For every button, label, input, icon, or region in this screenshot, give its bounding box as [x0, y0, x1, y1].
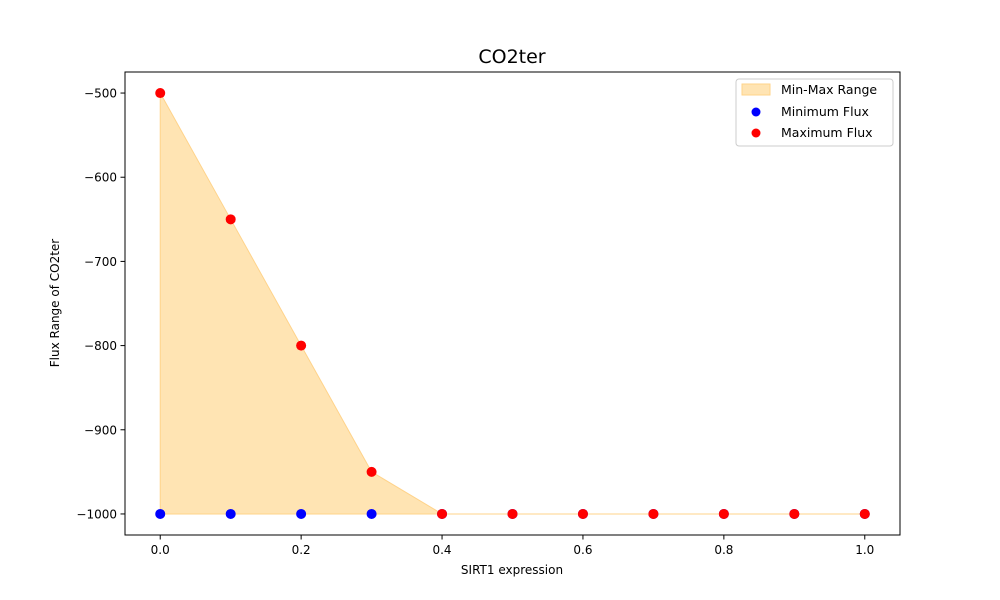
x-tick-label: 0.0: [151, 543, 170, 557]
legend-marker-minimum-flux: [751, 107, 761, 117]
data-points: [155, 88, 870, 519]
plot-frame: [124, 71, 901, 536]
y-tick-label: −700: [84, 255, 117, 269]
point-minimum-flux: [366, 508, 377, 519]
y-tick-label: −1000: [76, 507, 117, 521]
legend-swatch-min-max-range: [741, 83, 771, 96]
x-axis-label: SIRT1 expression: [461, 563, 563, 577]
point-maximum-flux: [789, 508, 800, 519]
point-minimum-flux: [296, 508, 307, 519]
legend-marker-maximum-flux: [751, 128, 761, 138]
point-maximum-flux: [859, 508, 870, 519]
point-minimum-flux: [225, 508, 236, 519]
x-tick-label: 0.4: [432, 543, 451, 557]
x-tick-label: 0.8: [714, 543, 733, 557]
x-tick-label: 0.2: [292, 543, 311, 557]
legend-label-min-max-range: Min-Max Range: [781, 82, 877, 97]
point-maximum-flux: [718, 508, 729, 519]
y-axis: −500 −600 −700 −800 −900 −1000: [76, 87, 125, 521]
legend-label-maximum-flux: Maximum Flux: [781, 125, 873, 140]
y-tick-label: −800: [84, 339, 117, 353]
y-tick-label: −600: [84, 171, 117, 185]
min-max-range-fill: [159, 91, 865, 515]
point-maximum-flux: [577, 508, 588, 519]
legend-box: [735, 78, 894, 147]
x-tick-label: 0.6: [573, 543, 592, 557]
min-max-range-area: [159, 91, 865, 515]
y-tick-label: −900: [84, 423, 117, 437]
point-maximum-flux: [296, 340, 307, 351]
y-axis-label: Flux Range of CO2ter: [48, 239, 62, 368]
chart-title: CO2ter: [478, 46, 545, 68]
point-maximum-flux: [507, 508, 518, 519]
legend: Min-Max Range Minimum Flux Maximum Flux: [735, 78, 894, 147]
y-tick-label: −500: [84, 87, 117, 101]
point-maximum-flux: [648, 508, 659, 519]
point-maximum-flux: [437, 508, 448, 519]
point-maximum-flux: [225, 214, 236, 225]
point-minimum-flux: [155, 508, 166, 519]
point-maximum-flux: [366, 466, 377, 477]
x-tick-label: 1.0: [855, 543, 874, 557]
legend-label-minimum-flux: Minimum Flux: [781, 104, 869, 119]
point-maximum-flux: [155, 88, 166, 99]
x-axis: 0.0 0.2 0.4 0.6 0.8 1.0: [151, 535, 874, 557]
